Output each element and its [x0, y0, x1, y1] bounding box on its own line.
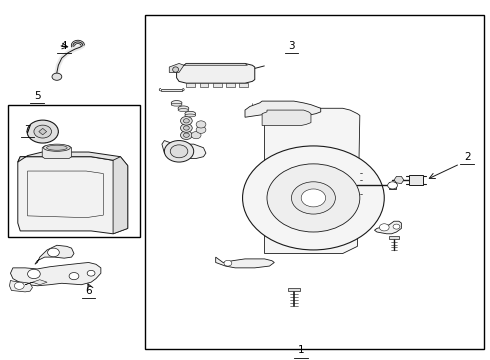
Ellipse shape	[172, 67, 178, 72]
Bar	[8, 105, 140, 237]
Polygon shape	[389, 236, 399, 239]
Circle shape	[164, 140, 194, 162]
Polygon shape	[199, 83, 208, 87]
Text: 3: 3	[288, 41, 294, 50]
Circle shape	[243, 146, 384, 250]
Polygon shape	[389, 182, 396, 189]
Polygon shape	[169, 63, 184, 72]
Polygon shape	[288, 288, 300, 291]
Polygon shape	[184, 63, 247, 65]
Circle shape	[196, 126, 206, 134]
Polygon shape	[260, 108, 360, 253]
Polygon shape	[39, 129, 47, 135]
Circle shape	[27, 269, 40, 279]
Ellipse shape	[178, 109, 189, 112]
Circle shape	[183, 133, 189, 137]
Circle shape	[183, 119, 189, 123]
Polygon shape	[35, 245, 74, 264]
Ellipse shape	[185, 111, 196, 116]
Polygon shape	[245, 101, 321, 117]
Polygon shape	[18, 157, 128, 234]
Circle shape	[183, 126, 189, 130]
Polygon shape	[42, 146, 72, 158]
Polygon shape	[226, 83, 235, 87]
Ellipse shape	[185, 114, 196, 117]
Circle shape	[87, 270, 95, 276]
Polygon shape	[18, 152, 128, 166]
Ellipse shape	[178, 106, 189, 111]
Text: 5: 5	[34, 91, 41, 101]
Circle shape	[301, 189, 326, 207]
Polygon shape	[374, 221, 401, 234]
Polygon shape	[409, 175, 423, 185]
Circle shape	[52, 73, 62, 80]
Ellipse shape	[171, 100, 182, 105]
Circle shape	[191, 132, 201, 139]
Circle shape	[267, 164, 360, 232]
Polygon shape	[186, 83, 195, 87]
Polygon shape	[394, 176, 404, 184]
Polygon shape	[262, 110, 311, 126]
Circle shape	[27, 120, 58, 143]
Polygon shape	[25, 280, 47, 285]
Ellipse shape	[47, 145, 67, 150]
Text: 4: 4	[61, 41, 68, 50]
Polygon shape	[113, 157, 128, 234]
Ellipse shape	[44, 144, 71, 151]
Text: 7: 7	[24, 125, 31, 135]
Circle shape	[14, 282, 24, 289]
Circle shape	[34, 125, 51, 138]
Text: 6: 6	[85, 286, 92, 296]
Circle shape	[180, 124, 192, 132]
Bar	[145, 15, 485, 348]
Polygon shape	[216, 257, 274, 268]
Circle shape	[224, 260, 232, 266]
Circle shape	[48, 248, 59, 257]
Circle shape	[196, 121, 206, 128]
Ellipse shape	[171, 103, 182, 106]
Polygon shape	[176, 63, 255, 83]
Circle shape	[180, 131, 192, 139]
Polygon shape	[162, 140, 206, 158]
Text: 1: 1	[298, 345, 304, 355]
Polygon shape	[9, 280, 32, 292]
Circle shape	[379, 224, 389, 231]
Text: 2: 2	[464, 152, 470, 162]
Circle shape	[69, 273, 79, 280]
Polygon shape	[239, 83, 248, 87]
Polygon shape	[213, 83, 221, 87]
Polygon shape	[10, 262, 101, 286]
Circle shape	[393, 224, 400, 229]
Polygon shape	[161, 89, 182, 91]
Circle shape	[388, 182, 397, 189]
Circle shape	[180, 117, 192, 125]
Circle shape	[292, 182, 335, 214]
Circle shape	[170, 145, 188, 158]
